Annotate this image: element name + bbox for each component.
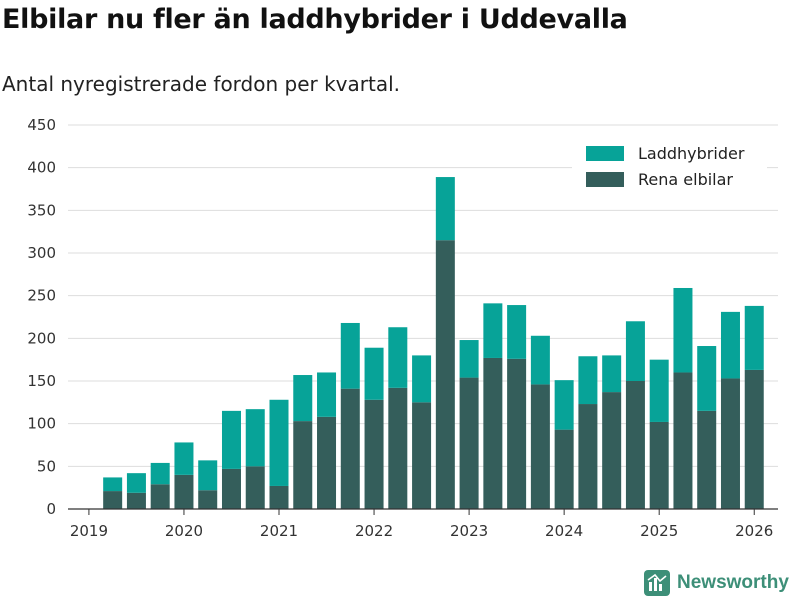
y-tick-label: 300 [27,244,56,262]
bar-laddhybrider [720,311,740,379]
bar-laddhybrider [744,305,764,370]
x-tick-label: 2025 [640,522,678,540]
bar-laddhybrider [602,355,622,393]
bar-laddhybrider [530,335,550,385]
bar-rena-elbilar [198,490,218,509]
bar-rena-elbilar [364,399,384,509]
y-tick-label: 100 [27,415,56,433]
bar-laddhybrider [673,287,693,373]
bar-rena-elbilar [649,421,669,509]
legend-label: Rena elbilar [638,170,733,189]
bar-rena-elbilar [459,377,479,509]
x-tick-label: 2021 [260,522,298,540]
bar-rena-elbilar [673,372,693,509]
y-tick-label: 400 [27,159,56,177]
brand-name: Newsworthy [677,572,789,593]
bar-laddhybrider [221,410,241,469]
bar-rena-elbilar [126,492,146,509]
bar-rena-elbilar [293,421,313,509]
x-tick-label: 2024 [545,522,583,540]
bar-rena-elbilar [150,484,170,509]
bar-rena-elbilar [625,381,645,509]
y-tick-label: 50 [37,457,56,475]
bar-rena-elbilar [388,387,408,509]
bar-rena-elbilar [697,410,717,509]
bar-laddhybrider [435,177,455,241]
bar-laddhybrider [697,346,717,411]
bar-laddhybrider [554,380,574,430]
x-tick-label: 2023 [450,522,488,540]
chart-subtitle: Antal nyregistrerade fordon per kvartal. [2,72,401,96]
bar-laddhybrider [364,347,384,400]
chart-title: Elbilar nu fler än laddhybrider i Uddeva… [2,4,628,35]
legend: Laddhybrider Rena elbilar [572,140,767,198]
x-tick-label: 2022 [355,522,393,540]
bar-rena-elbilar [744,369,764,509]
legend-swatch [586,172,624,187]
bar-rena-elbilar [340,388,360,509]
y-tick-label: 200 [27,329,56,347]
bar-rena-elbilar [245,466,265,509]
bar-rena-elbilar [435,240,455,509]
bar-laddhybrider [245,409,265,467]
bar-laddhybrider [388,327,408,388]
bar-laddhybrider [578,356,598,405]
x-tick-label: 2019 [70,522,108,540]
bars [103,177,764,509]
bar-laddhybrider [269,399,289,486]
bar-rena-elbilar [554,429,574,509]
bar-laddhybrider [459,340,479,378]
bar-rena-elbilar [174,474,194,509]
bar-laddhybrider [317,372,337,417]
bar-laddhybrider [103,477,123,492]
legend-label: Laddhybrider [638,144,745,163]
bar-laddhybrider [625,321,645,381]
bar-laddhybrider [483,303,503,358]
bar-rena-elbilar [221,468,241,509]
bar-laddhybrider [174,442,194,475]
bar-rena-elbilar [578,404,598,509]
legend-swatch [586,146,624,161]
bar-rena-elbilar [269,485,289,509]
bar-laddhybrider [649,359,669,422]
bar-laddhybrider [412,355,432,403]
bar-rena-elbilar [530,384,550,509]
bar-rena-elbilar [483,357,503,509]
y-tick-label: 450 [27,116,56,134]
axes: 0 50 100 150 200 250 300 350 400 450 2019 2020 2021 2… [27,116,778,540]
bar-rena-elbilar [602,392,622,509]
bar-laddhybrider [150,462,170,485]
y-tick-label: 350 [27,201,56,219]
bar-rena-elbilar [507,358,527,509]
bar-rena-elbilar [317,416,337,509]
bar-laddhybrider [126,473,146,493]
bar-rena-elbilar [412,402,432,509]
bar-laddhybrider [340,322,360,389]
y-tick-label: 250 [27,287,56,305]
bar-laddhybrider [198,460,218,491]
newsworthy-brand: Newsworthy [644,570,789,596]
bar-rena-elbilar [103,491,123,509]
bar-laddhybrider [293,375,313,422]
y-tick-label: 150 [27,372,56,390]
bar-laddhybrider [507,305,527,359]
x-tick-label: 2026 [735,522,773,540]
newsworthy-logo-icon [644,570,670,596]
x-tick-label: 2020 [165,522,203,540]
y-tick-label: 0 [46,500,56,518]
bar-rena-elbilar [720,378,740,509]
